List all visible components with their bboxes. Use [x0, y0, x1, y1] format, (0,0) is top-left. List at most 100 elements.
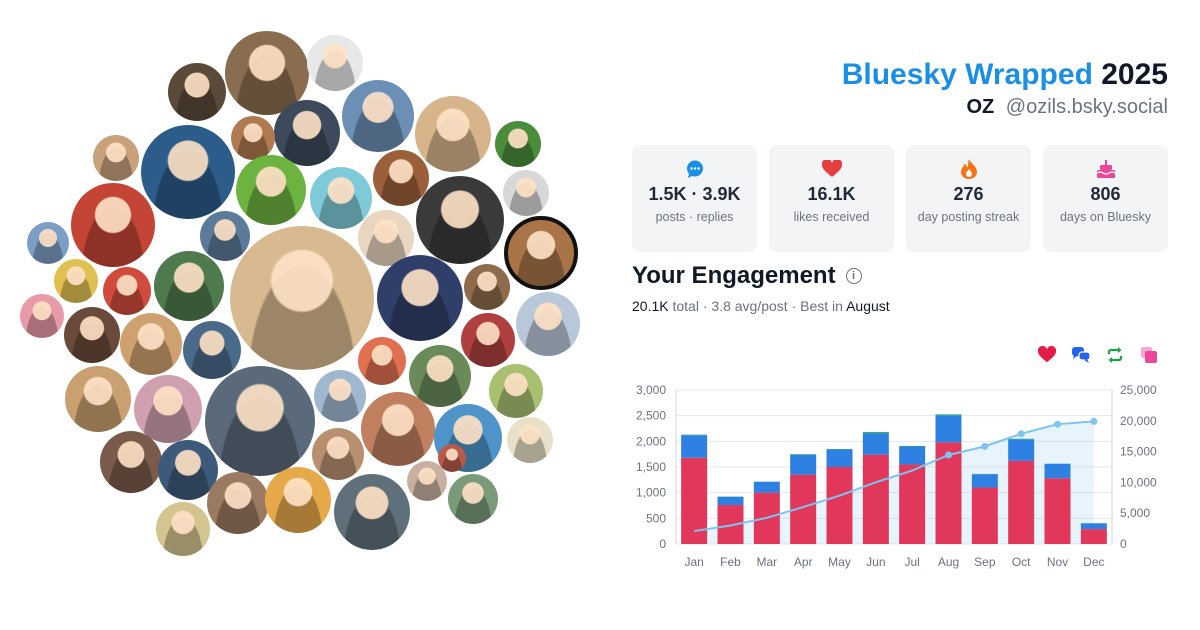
y2-tick-label: 25,000	[1120, 383, 1157, 397]
avatar[interactable]	[358, 337, 406, 385]
avatar[interactable]	[54, 259, 98, 303]
x-tick-label: Oct	[1012, 555, 1031, 569]
avatar[interactable]	[71, 183, 155, 267]
y2-tick-label: 15,000	[1120, 445, 1157, 459]
avatar[interactable]	[236, 155, 306, 225]
stat-label: day posting streak	[917, 210, 1020, 224]
avatar[interactable]	[20, 294, 64, 338]
avatar[interactable]	[448, 474, 498, 524]
avatar[interactable]	[495, 121, 541, 167]
y-tick-label: 1,500	[636, 460, 666, 474]
engagement-heading: Your Engagement i	[632, 262, 862, 290]
separator: ·	[791, 298, 797, 314]
engagement-avg: 3.8 avg/post	[711, 298, 788, 314]
user-line: OZ @ozils.bsky.social	[842, 96, 1168, 119]
avatar[interactable]	[373, 150, 429, 206]
avatar[interactable]	[310, 167, 372, 229]
avatar[interactable]	[516, 292, 580, 356]
user-handle[interactable]: @ozils.bsky.social	[1005, 96, 1168, 118]
avatar[interactable]	[154, 251, 224, 321]
bar-segment	[899, 445, 926, 447]
x-tick-label: Sep	[974, 555, 996, 569]
avatar[interactable]	[377, 255, 463, 341]
brand-title: Bluesky Wrapped	[841, 58, 1093, 91]
avatar[interactable]	[27, 222, 69, 264]
avatar[interactable]	[416, 176, 504, 264]
cumulative-point	[1054, 420, 1061, 428]
quotes-legend-icon[interactable]	[1140, 346, 1158, 364]
y-tick-label: 0	[659, 537, 666, 551]
avatar[interactable]	[158, 440, 218, 500]
avatar[interactable]	[361, 392, 435, 466]
avatar[interactable]	[507, 417, 553, 463]
x-tick-label: Mar	[756, 555, 777, 569]
y-tick-label: 3,000	[636, 383, 666, 397]
avatar[interactable]	[141, 125, 235, 219]
y2-tick-label: 0	[1120, 537, 1127, 551]
avatar[interactable]	[134, 375, 202, 443]
avatar[interactable]	[438, 444, 466, 472]
avatar[interactable]	[156, 502, 210, 556]
avatar[interactable]	[183, 321, 241, 379]
avatar[interactable]	[120, 313, 182, 375]
bar-segment	[899, 446, 926, 465]
avatar-cloud	[20, 31, 580, 556]
bar-segment	[1044, 478, 1071, 544]
avatar[interactable]	[231, 116, 275, 160]
engagement-total: 20.1K	[632, 298, 669, 314]
info-icon[interactable]: i	[845, 268, 862, 284]
avatar[interactable]	[207, 472, 269, 534]
avatar[interactable]	[205, 366, 315, 476]
avatar[interactable]	[461, 313, 515, 367]
avatar[interactable]	[200, 211, 250, 261]
bar-segment	[1080, 523, 1107, 530]
avatar[interactable]	[168, 63, 226, 121]
y-tick-label: 500	[646, 511, 666, 525]
stat-card-likes: 16.1K likes received	[769, 145, 894, 252]
x-tick-label: Dec	[1083, 555, 1104, 569]
avatar[interactable]	[103, 267, 151, 315]
cumulative-point	[1090, 417, 1098, 425]
avatar[interactable]	[409, 345, 471, 407]
bar-segment	[1080, 529, 1107, 544]
engagement-total-word: total	[672, 298, 699, 314]
avatar[interactable]	[230, 226, 374, 370]
cumulative-line	[694, 420, 1094, 533]
y-tick-label: 2,000	[636, 434, 666, 448]
avatar[interactable]	[100, 431, 162, 493]
chart-legend	[1037, 345, 1158, 364]
reposts-legend-icon[interactable]	[1106, 346, 1124, 364]
avatar[interactable]	[504, 216, 578, 290]
bar-segment	[681, 434, 708, 436]
engagement-title: Your Engagement	[632, 262, 836, 289]
display-name: OZ	[966, 96, 995, 118]
avatar[interactable]	[307, 35, 363, 91]
bar-segment	[826, 449, 853, 467]
y-tick-label: 2,500	[636, 409, 666, 423]
bar-segment	[935, 415, 962, 443]
avatar[interactable]	[464, 264, 510, 310]
avatar[interactable]	[225, 31, 309, 115]
replies-legend-icon[interactable]	[1072, 346, 1091, 364]
bar-segment	[826, 467, 853, 544]
avatar[interactable]	[407, 461, 447, 501]
avatar[interactable]	[265, 467, 331, 533]
avatar[interactable]	[93, 135, 139, 181]
year-title: 2025	[1101, 58, 1168, 91]
avatar[interactable]	[64, 307, 120, 363]
stats-row: 1.5K · 3.9K posts · replies 16.1K likes …	[632, 145, 1168, 252]
avatar[interactable]	[65, 366, 131, 432]
avatar[interactable]	[334, 474, 410, 550]
avatar[interactable]	[314, 370, 366, 422]
avatar[interactable]	[503, 170, 549, 216]
avatar[interactable]	[342, 80, 414, 152]
avatar[interactable]	[489, 364, 543, 418]
x-tick-label: Jun	[866, 555, 885, 569]
avatar[interactable]	[312, 428, 364, 480]
engagement-chart: 0 500 1,000 1,500 2,000 2,500 3,000 0 5,000 10,00…	[636, 383, 1157, 569]
bar-segment	[862, 433, 889, 455]
avatar[interactable]	[415, 96, 491, 172]
avatar[interactable]	[274, 100, 340, 166]
likes-legend-icon[interactable]	[1037, 345, 1057, 364]
bar-segment	[935, 414, 962, 416]
